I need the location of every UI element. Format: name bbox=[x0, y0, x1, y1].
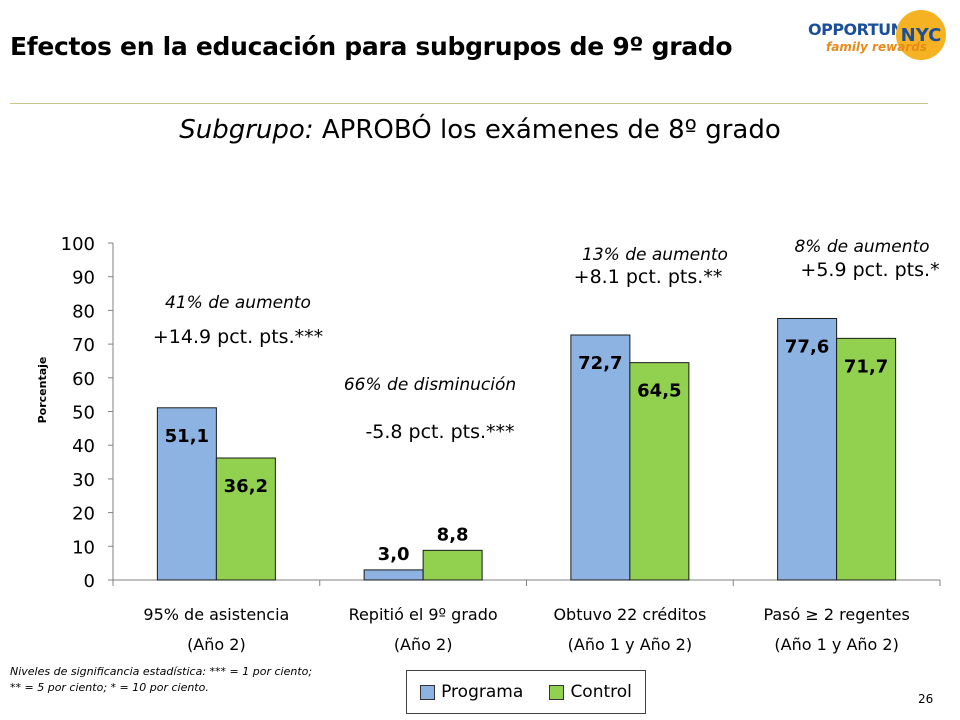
footnote-line: ** = 5 por ciento; * = 10 por ciento. bbox=[10, 681, 209, 694]
footnote-line: Niveles de significancia estadística: **… bbox=[10, 665, 313, 678]
bar-value-label: 72,7 bbox=[578, 353, 622, 374]
x-category-sublabel: (Año 2) bbox=[394, 635, 453, 654]
bar-programa bbox=[363, 569, 424, 581]
y-tick-label: 30 bbox=[72, 470, 95, 491]
subtitle-prefix: Subgrupo: bbox=[179, 115, 314, 145]
logo-circle-icon: NYC bbox=[896, 10, 946, 60]
bar-programa bbox=[570, 334, 631, 581]
y-tick-label: 40 bbox=[72, 436, 95, 457]
bar-programa bbox=[777, 317, 838, 581]
x-category-sublabel: (Año 2) bbox=[187, 635, 246, 654]
bar-value-label: 71,7 bbox=[844, 356, 888, 377]
bar-value-label: 36,2 bbox=[224, 476, 268, 497]
bar-control bbox=[422, 549, 483, 581]
legend-item-programa: Programa bbox=[420, 682, 523, 702]
annotation-points: +14.9 pct. pts.*** bbox=[153, 326, 323, 348]
legend-swatch-control bbox=[549, 684, 565, 700]
bar-value-label: 64,5 bbox=[637, 381, 681, 402]
y-tick-label: 50 bbox=[72, 403, 95, 424]
x-category-sublabel: (Año 1 y Año 2) bbox=[568, 635, 692, 654]
x-category-label: Repitió el 9º grado bbox=[349, 605, 498, 624]
y-tick-label: 60 bbox=[72, 369, 95, 390]
x-category-sublabel: (Año 1 y Año 2) bbox=[774, 635, 898, 654]
page-number: 26 bbox=[918, 692, 934, 706]
x-category-label: 95% de asistencia bbox=[143, 605, 289, 624]
x-category-label: Obtuvo 22 créditos bbox=[553, 605, 706, 624]
bar-value-label: 8,8 bbox=[437, 524, 469, 545]
y-tick-label: 100 bbox=[61, 234, 95, 255]
annotation-percent: 66% de disminución bbox=[344, 375, 516, 395]
y-tick-label: 10 bbox=[72, 537, 95, 558]
logo-tagline: family rewards bbox=[826, 40, 927, 54]
bar-value-label: 51,1 bbox=[165, 426, 209, 447]
annotation-percent: 8% de aumento bbox=[794, 237, 929, 257]
bar-control bbox=[215, 457, 276, 581]
bar-control bbox=[629, 362, 690, 581]
chart-legend: Programa Control bbox=[406, 670, 646, 714]
chart-subtitle: Subgrupo: APROBÓ los exámenes de 8º grad… bbox=[0, 115, 960, 145]
legend-label: Programa bbox=[441, 682, 524, 702]
significance-footnote: Niveles de significancia estadística: **… bbox=[10, 664, 312, 696]
bar-value-label: 77,6 bbox=[785, 336, 829, 357]
y-tick-label: 80 bbox=[72, 301, 95, 322]
logo: OPPORTUNITY NYC family rewards bbox=[808, 10, 946, 70]
y-axis-label: Porcentaje bbox=[36, 357, 49, 424]
bar-value-label: 3,0 bbox=[378, 544, 410, 565]
title-divider bbox=[10, 103, 928, 104]
y-tick-label: 0 bbox=[84, 571, 95, 592]
page-title: Efectos en la educación para subgrupos d… bbox=[10, 32, 733, 61]
legend-swatch-programa bbox=[420, 684, 436, 700]
legend-item-control: Control bbox=[549, 682, 632, 702]
annotation-percent: 41% de aumento bbox=[165, 293, 311, 313]
y-tick-label: 90 bbox=[72, 268, 95, 289]
annotation-points: +5.9 pct. pts.* bbox=[800, 259, 939, 281]
legend-label: Control bbox=[570, 682, 632, 702]
annotation-points: -5.8 pct. pts.*** bbox=[365, 421, 514, 443]
subtitle-text: APROBÓ los exámenes de 8º grado bbox=[321, 115, 781, 145]
annotation-points: +8.1 pct. pts.** bbox=[574, 266, 723, 288]
y-tick-label: 70 bbox=[72, 335, 95, 356]
bar-control bbox=[836, 337, 897, 581]
x-category-label: Pasó ≥ 2 regentes bbox=[763, 605, 909, 624]
y-tick-label: 20 bbox=[72, 504, 95, 525]
annotation-percent: 13% de aumento bbox=[582, 245, 728, 265]
